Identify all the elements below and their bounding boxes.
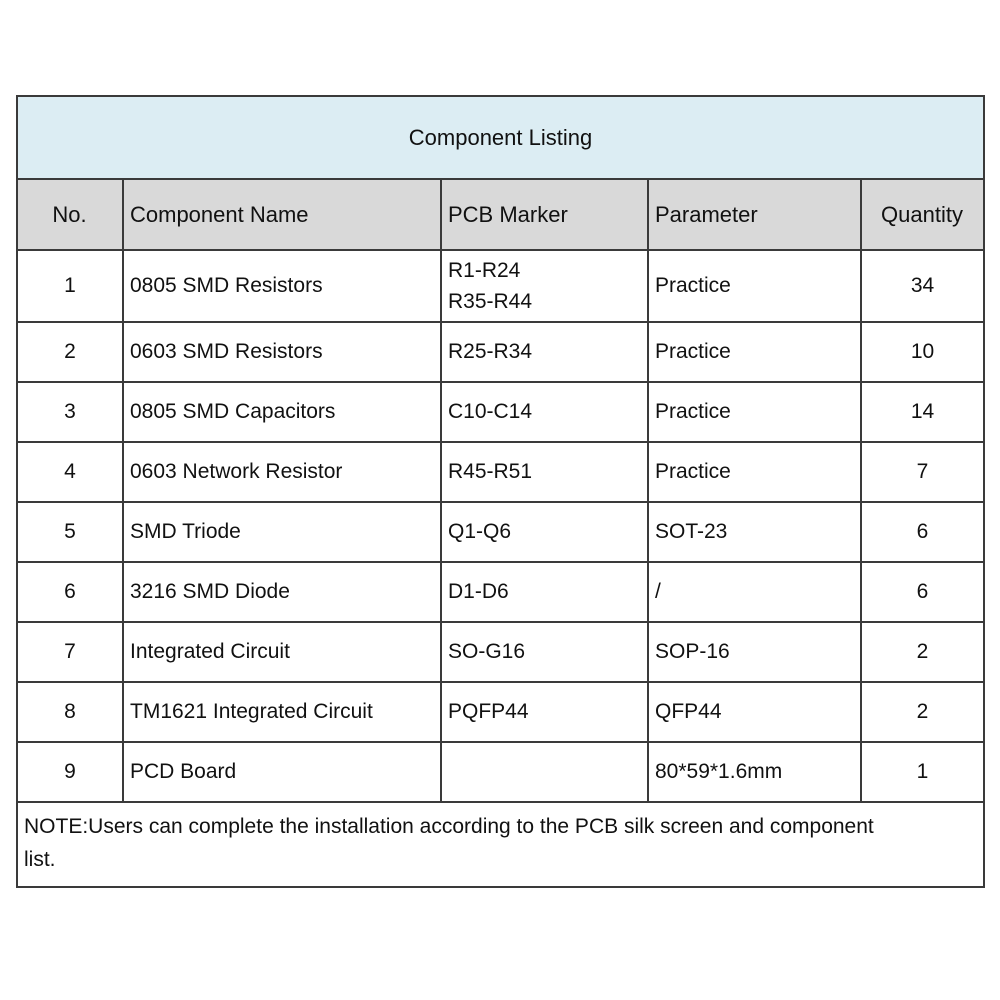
cell-quantity: 6 xyxy=(859,501,986,563)
column-header-no: No. xyxy=(16,178,124,251)
table-row: 5 SMD Triode Q1-Q6 SOT-23 6 xyxy=(16,501,986,563)
cell-quantity: 14 xyxy=(859,381,986,443)
cell-parameter: 80*59*1.6mm xyxy=(647,741,862,803)
table-row: 7 Integrated Circuit SO-G16 SOP-16 2 xyxy=(16,621,986,683)
cell-parameter: Practice xyxy=(647,321,862,383)
cell-quantity: 7 xyxy=(859,441,986,503)
component-listing-table: Component Listing No. Component Name PCB… xyxy=(15,95,986,889)
cell-parameter: / xyxy=(647,561,862,623)
note-row: NOTE:Users can complete the installation… xyxy=(15,800,986,889)
table-row: 6 3216 SMD Diode D1-D6 / 6 xyxy=(16,561,986,623)
table-title: Component Listing xyxy=(15,95,986,180)
table-row: 3 0805 SMD Capacitors C10-C14 Practice 1… xyxy=(16,381,986,443)
cell-no: 9 xyxy=(16,741,124,803)
cell-component-name: 0805 SMD Resistors xyxy=(122,249,442,323)
cell-quantity: 2 xyxy=(859,681,986,743)
cell-quantity: 10 xyxy=(859,321,986,383)
cell-no: 7 xyxy=(16,621,124,683)
cell-quantity: 34 xyxy=(859,249,986,323)
column-header-pcb-marker: PCB Marker xyxy=(440,178,649,251)
cell-pcb-marker: R45-R51 xyxy=(440,441,649,503)
cell-component-name: Integrated Circuit xyxy=(122,621,442,683)
cell-pcb-marker: R1-R24 R35-R44 xyxy=(440,249,649,323)
cell-pcb-marker: R25-R34 xyxy=(440,321,649,383)
cell-quantity: 2 xyxy=(859,621,986,683)
cell-component-name: 0603 Network Resistor xyxy=(122,441,442,503)
cell-component-name: SMD Triode xyxy=(122,501,442,563)
table-row: 2 0603 SMD Resistors R25-R34 Practice 10 xyxy=(16,321,986,383)
cell-pcb-marker: Q1-Q6 xyxy=(440,501,649,563)
cell-component-name: TM1621 Integrated Circuit xyxy=(122,681,442,743)
cell-no: 8 xyxy=(16,681,124,743)
note-text: NOTE:Users can complete the installation… xyxy=(24,815,874,871)
note-cell: NOTE:Users can complete the installation… xyxy=(15,800,986,889)
cell-parameter: SOP-16 xyxy=(647,621,862,683)
cell-no: 4 xyxy=(16,441,124,503)
cell-component-name: 0603 SMD Resistors xyxy=(122,321,442,383)
cell-parameter: Practice xyxy=(647,249,862,323)
cell-pcb-marker xyxy=(440,741,649,803)
cell-pcb-marker: C10-C14 xyxy=(440,381,649,443)
table-row: 1 0805 SMD Resistors R1-R24 R35-R44 Prac… xyxy=(16,249,986,323)
cell-component-name: 0805 SMD Capacitors xyxy=(122,381,442,443)
column-header-component-name: Component Name xyxy=(122,178,442,251)
cell-pcb-marker: SO-G16 xyxy=(440,621,649,683)
cell-parameter: Practice xyxy=(647,441,862,503)
cell-no: 5 xyxy=(16,501,124,563)
cell-pcb-marker: D1-D6 xyxy=(440,561,649,623)
cell-component-name: 3216 SMD Diode xyxy=(122,561,442,623)
cell-no: 3 xyxy=(16,381,124,443)
cell-parameter: SOT-23 xyxy=(647,501,862,563)
cell-pcb-marker: PQFP44 xyxy=(440,681,649,743)
cell-quantity: 1 xyxy=(859,741,986,803)
column-header-parameter: Parameter xyxy=(647,178,862,251)
cell-no: 6 xyxy=(16,561,124,623)
table-row: 4 0603 Network Resistor R45-R51 Practice… xyxy=(16,441,986,503)
cell-quantity: 6 xyxy=(859,561,986,623)
cell-component-name: PCD Board xyxy=(122,741,442,803)
cell-no: 2 xyxy=(16,321,124,383)
title-row: Component Listing xyxy=(15,95,986,180)
table-row: 9 PCD Board 80*59*1.6mm 1 xyxy=(16,741,986,803)
cell-parameter: QFP44 xyxy=(647,681,862,743)
header-row: No. Component Name PCB Marker Parameter … xyxy=(16,178,986,251)
table-row: 8 TM1621 Integrated Circuit PQFP44 QFP44… xyxy=(16,681,986,743)
cell-parameter: Practice xyxy=(647,381,862,443)
cell-no: 1 xyxy=(16,249,124,323)
column-header-quantity: Quantity xyxy=(859,178,986,251)
